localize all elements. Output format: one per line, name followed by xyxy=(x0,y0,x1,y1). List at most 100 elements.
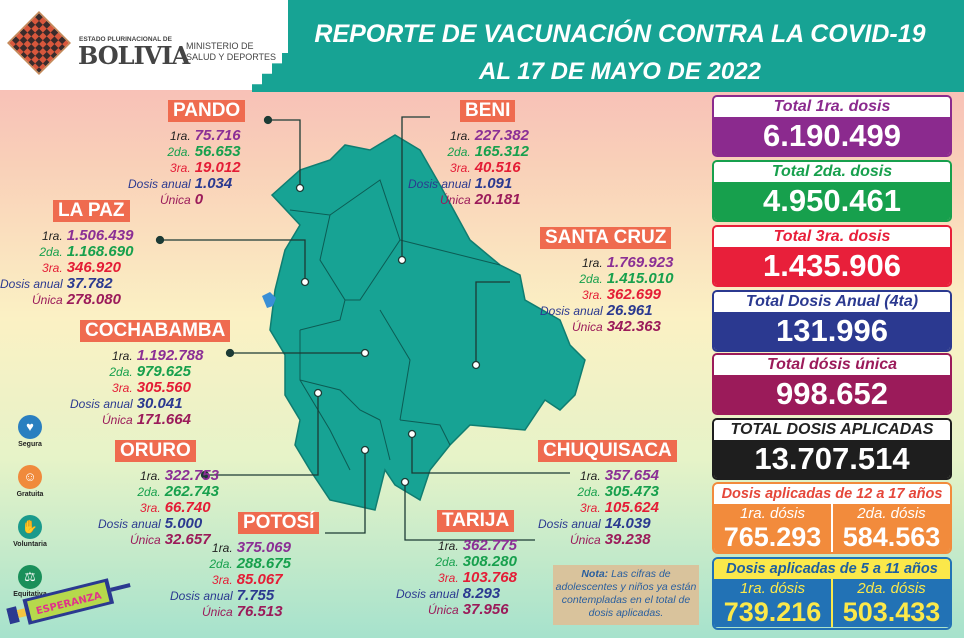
total-card: TOTAL DOSIS APLICADAS 13.707.514 xyxy=(712,418,952,480)
third-dose-label: 3ra. xyxy=(450,161,471,175)
department-name: COCHABAMBA xyxy=(80,320,231,342)
first-dose-value: 1.192.788 xyxy=(136,347,204,364)
ministry-line2: SALUD Y DEPORTES xyxy=(186,52,277,62)
annual-dose-label: Dosis anual xyxy=(70,397,133,411)
scales-icon: ⚖ xyxy=(18,565,42,589)
department-name: PANDO xyxy=(168,100,246,122)
age-5-11-panel: Dosis aplicadas de 5 a 11 años 1ra. dósi… xyxy=(712,557,952,630)
second-dose-value: 584.563 xyxy=(842,522,941,552)
second-dose-label: 2da. xyxy=(39,245,63,259)
badge-segura: ♥ Segura xyxy=(12,415,48,448)
third-dose-label: 3ra. xyxy=(170,161,191,175)
raised-hand-icon: ✋ xyxy=(18,515,42,539)
badge-voluntaria: ✋ Voluntaria xyxy=(12,515,48,548)
second-dose-value: 979.625 xyxy=(136,363,191,380)
third-dose-label: 3ra. xyxy=(42,261,63,275)
department-name: ORURO xyxy=(115,440,196,462)
third-dose-value: 66.740 xyxy=(164,499,211,516)
annual-dose-label: Dosis anual xyxy=(98,517,161,531)
department-name: SANTA CRUZ xyxy=(540,227,672,249)
second-dose-value: 1.168.690 xyxy=(66,243,134,260)
age-5-11-first: 1ra. dósis 739.216 xyxy=(714,579,831,628)
second-dose-value: 308.280 xyxy=(462,553,517,570)
total-value: 6.190.499 xyxy=(714,117,950,155)
department-name: LA PAZ xyxy=(53,200,130,222)
age-12-17-first: 1ra. dósis 765.293 xyxy=(714,504,831,553)
department-potos-: POTOSÍ xyxy=(238,512,320,534)
department-name: TARIJA xyxy=(437,510,515,532)
first-dose-label: 1ra. xyxy=(450,129,471,143)
badge-label: Gratuita xyxy=(16,491,44,498)
single-dose-label: Única xyxy=(440,193,471,207)
department-name: POTOSÍ xyxy=(238,512,320,534)
badge-label: Equitativa xyxy=(13,591,47,598)
first-dose-label: 1ra. xyxy=(212,541,233,555)
first-dose-label: 1ra. xyxy=(438,539,459,553)
third-dose-value: 103.768 xyxy=(462,569,517,586)
second-dose-value: 305.473 xyxy=(604,483,659,500)
total-label: TOTAL DOSIS APLICADAS xyxy=(714,420,950,440)
second-dose-label: 2da. dósis xyxy=(857,580,926,597)
department-stats-pando: 1ra. 75.716 2da. 56.653 3ra. 19.012 Dosis anua… xyxy=(128,128,241,208)
badge-equitativa: ⚖ Equitativa xyxy=(12,565,48,598)
connector-lines xyxy=(155,115,570,541)
annual-dose-value: 8.293 xyxy=(462,585,501,602)
department-stats-la-paz: 1ra. 1.506.439 2da. 1.168.690 3ra. 346.920 Dos… xyxy=(0,228,133,308)
department-name: CHUQUISACA xyxy=(538,440,677,462)
first-dose-label: 1ra. dósis xyxy=(739,580,806,597)
first-dose-value: 75.716 xyxy=(194,127,241,144)
second-dose-label: 2da. xyxy=(137,485,161,499)
department-stats-chuquisaca: 1ra. 357.654 2da. 305.473 3ra. 105.624 Dosis a… xyxy=(538,468,659,548)
second-dose-label: 2da. xyxy=(209,557,233,571)
first-dose-value: 322.753 xyxy=(164,467,219,484)
note-box: Nota: Las cifras de adolescentes y niños… xyxy=(553,565,699,625)
first-dose-label: 1ra. xyxy=(140,469,161,483)
age-5-11-second: 2da. dósis 503.433 xyxy=(831,579,950,627)
annual-dose-label: Dosis anual xyxy=(170,589,233,603)
department-borders xyxy=(289,179,501,471)
first-dose-label: 1ra. xyxy=(170,129,191,143)
department-stats-santa-cruz: 1ra. 1.769.923 2da. 1.415.010 3ra. 362.699 Dos… xyxy=(540,255,673,335)
third-dose-label: 3ra. xyxy=(582,288,603,302)
department-name: BENI xyxy=(460,100,516,122)
annual-dose-value: 14.039 xyxy=(604,515,651,532)
second-dose-value: 262.743 xyxy=(164,483,219,500)
annual-dose-label: Dosis anual xyxy=(540,304,603,318)
bolivia-shape xyxy=(269,134,586,511)
smile-icon: ☺ xyxy=(18,465,42,489)
department-stats-tarija: 1ra. 362.775 2da. 308.280 3ra. 103.768 Dosis a… xyxy=(396,538,517,618)
third-dose-value: 85.067 xyxy=(236,571,283,588)
single-dose-value: 0 xyxy=(194,191,204,208)
total-value: 1.435.906 xyxy=(714,247,950,285)
department-stats-potos-: 1ra. 375.069 2da. 288.675 3ra. 85.067 Dosis an… xyxy=(170,540,291,620)
third-dose-value: 40.516 xyxy=(474,159,521,176)
first-dose-label: 1ra. xyxy=(112,349,133,363)
total-label: Total 1ra. dosis xyxy=(714,97,950,117)
note-label: Nota: xyxy=(581,568,609,580)
single-dose-value: 278.080 xyxy=(66,291,121,308)
third-dose-value: 305.560 xyxy=(136,379,191,396)
second-dose-label: 2da. xyxy=(577,485,601,499)
second-dose-label: 2da. xyxy=(447,145,471,159)
first-dose-value: 227.382 xyxy=(474,127,529,144)
first-dose-value: 1.769.923 xyxy=(606,254,674,271)
first-dose-label: 1ra. xyxy=(580,469,601,483)
single-dose-value: 20.181 xyxy=(474,191,521,208)
third-dose-label: 3ra. xyxy=(212,573,233,587)
ministry-line1: MINISTERIO DE xyxy=(186,41,254,51)
age-12-17-second: 2da. dósis 584.563 xyxy=(831,504,950,552)
third-dose-label: 3ra. xyxy=(140,501,161,515)
single-dose-label: Única xyxy=(572,320,603,334)
report-date: AL 17 DE MAYO DE 2022 xyxy=(479,58,761,85)
second-dose-value: 503.433 xyxy=(842,597,941,627)
annual-dose-value: 5.000 xyxy=(164,515,203,532)
ministry-name: MINISTERIO DE SALUD Y DEPORTES xyxy=(186,41,276,63)
third-dose-value: 19.012 xyxy=(194,159,241,176)
total-label: Total dósis única xyxy=(714,355,950,375)
annual-dose-value: 37.782 xyxy=(66,275,113,292)
second-dose-value: 288.675 xyxy=(236,555,291,572)
single-dose-label: Única xyxy=(160,193,191,207)
department-santa-cruz: SANTA CRUZ xyxy=(540,227,672,249)
first-dose-value: 357.654 xyxy=(604,467,659,484)
total-label: Total 2da. dosis xyxy=(714,162,950,182)
